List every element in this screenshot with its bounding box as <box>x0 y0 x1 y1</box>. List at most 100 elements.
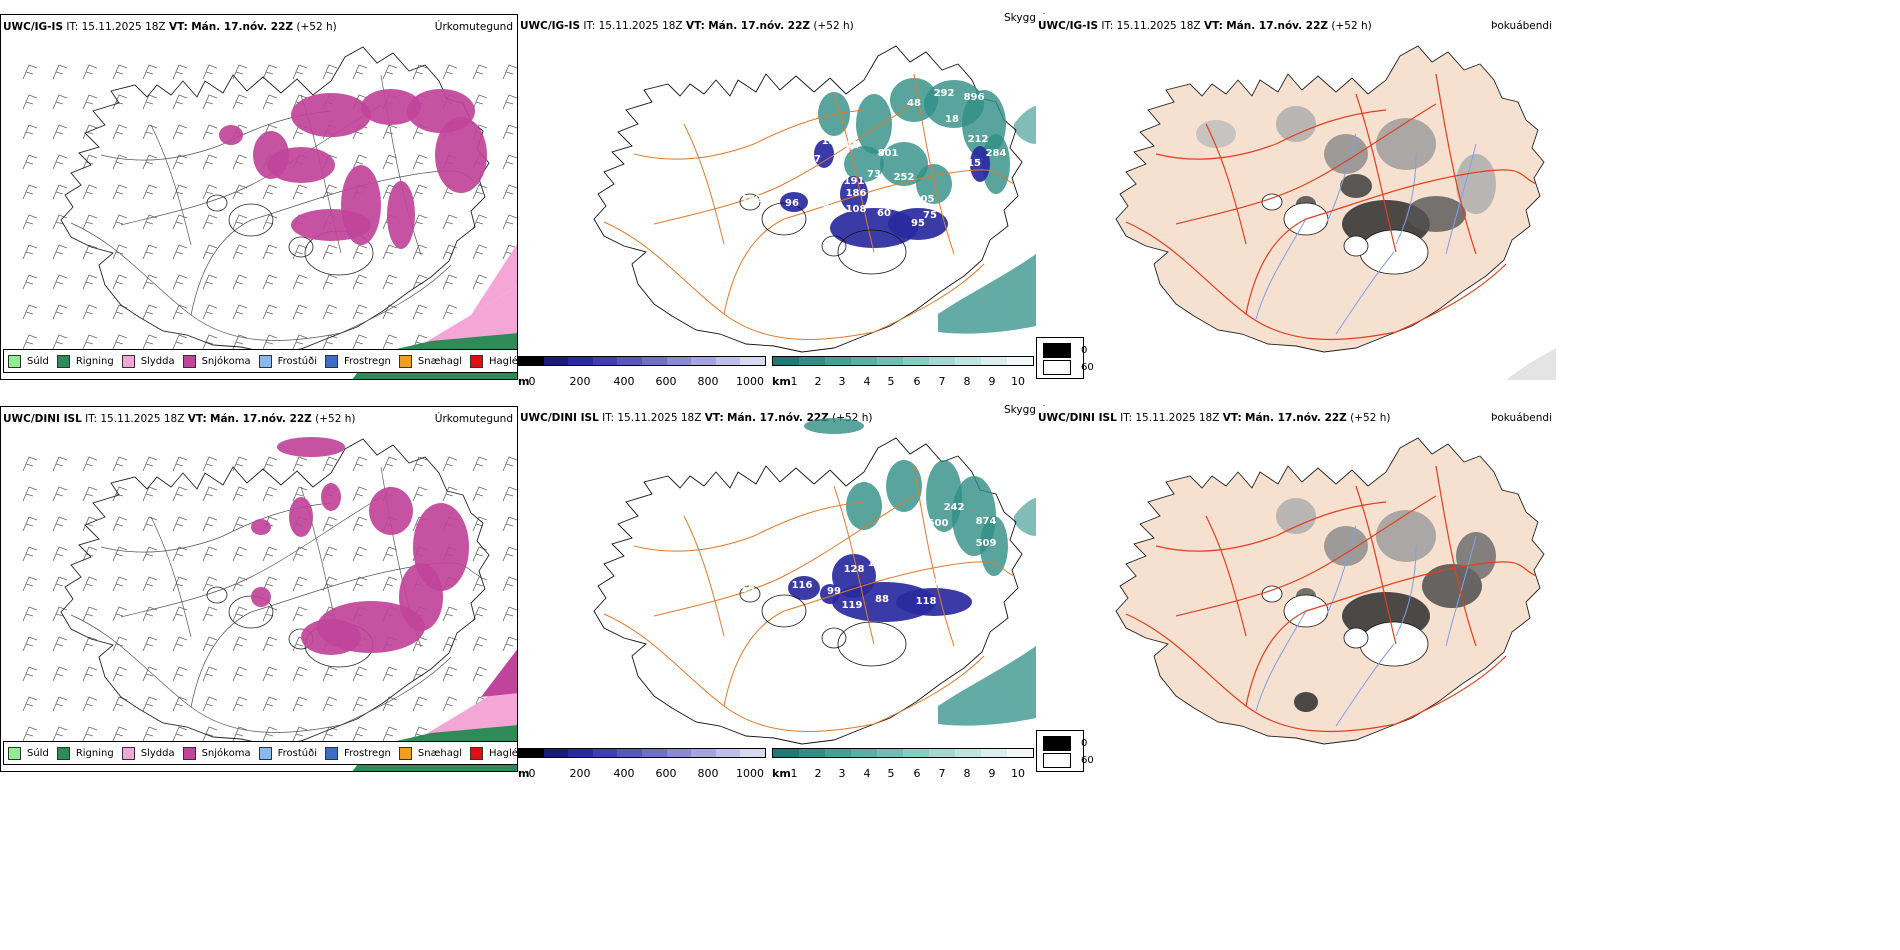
panel-title: UWC/DINI ISL IT: 15.11.2025 18Z VT: Mán.… <box>3 413 356 425</box>
cloud-base-area <box>788 576 820 600</box>
road <box>633 535 755 552</box>
road <box>250 562 482 613</box>
height-tick: 1000 <box>736 767 764 780</box>
wind-barb <box>232 154 248 170</box>
visibility-value-label: 18 <box>945 114 959 125</box>
legend-item: Frostúði <box>258 746 317 760</box>
fog-index-area <box>1324 134 1368 174</box>
precip-legend: Súld Rigning Slydda Snjókoma Frostúði Frostre… <box>3 349 517 373</box>
wind-barb <box>82 184 98 200</box>
wind-barb <box>232 456 248 472</box>
wind-barb <box>472 64 488 80</box>
river <box>1255 218 1307 320</box>
wind-barb <box>352 666 368 682</box>
visibility-value-label: 17 <box>795 518 809 529</box>
wind-barb <box>142 154 158 170</box>
visibility-value-label: 252 <box>894 172 915 183</box>
wind-barb <box>202 244 218 260</box>
low-visibility-sea <box>1014 106 1036 144</box>
cloud-base-area <box>814 140 834 168</box>
road <box>603 613 875 732</box>
fog-legend-row: 60 <box>1043 360 1094 375</box>
wind-barb <box>22 184 38 200</box>
wind-barb <box>262 456 278 472</box>
panel-label: Úrkomutegund <box>434 413 513 425</box>
wind-barb <box>442 304 458 320</box>
road <box>683 123 725 245</box>
vis-tick: 7 <box>938 767 946 780</box>
panel-label: Þokuábendi <box>1491 412 1552 424</box>
wind-barb <box>322 696 338 712</box>
wind-barb <box>292 334 308 350</box>
wind-barb <box>82 334 98 350</box>
wind-barb <box>232 726 248 742</box>
glacier-outline <box>206 194 228 212</box>
wind-barb <box>502 184 517 200</box>
visibility-panel-row1: UWC/IG-IS IT: 15.11.2025 18Z VT: Mán. 17… <box>518 14 1036 380</box>
glacier-outline <box>1343 235 1369 257</box>
wind-barb <box>352 486 368 502</box>
wind-barb <box>142 124 158 140</box>
wind-barb <box>412 666 428 682</box>
wind-barb <box>352 244 368 260</box>
wind-barb <box>472 94 488 110</box>
visibility-value-label: 191 <box>844 176 865 187</box>
wind-barb <box>262 636 278 652</box>
low-visibility-area <box>818 92 850 136</box>
coastline <box>60 438 490 746</box>
wind-barb <box>322 274 338 290</box>
fog-index-area <box>1406 196 1466 232</box>
visibility-value-label: 48 <box>907 98 921 109</box>
visibility-colorbar: km 1 2 3 4 5 6 7 8 9 10 <box>772 748 1034 782</box>
wind-barb <box>352 304 368 320</box>
visibility-value-label: 105 <box>914 194 935 205</box>
low-visibility-area <box>880 142 928 186</box>
wind-barb <box>232 304 248 320</box>
visibility-value-label: 186 <box>846 188 867 199</box>
snow-area <box>291 209 371 241</box>
iceland <box>60 46 490 354</box>
vis-tick: 2 <box>814 767 822 780</box>
wind-barb <box>442 606 458 622</box>
legend-swatch <box>470 354 484 368</box>
road <box>913 73 955 255</box>
wind-barb <box>382 274 398 290</box>
wind-barb <box>82 606 98 622</box>
road <box>1305 561 1537 612</box>
road <box>1305 169 1537 220</box>
river <box>1335 643 1395 727</box>
wind-barb <box>262 184 278 200</box>
legend-label: Súld <box>27 355 49 367</box>
fog-index-area <box>1376 118 1436 170</box>
fog-legend-row: 60 <box>1043 753 1094 768</box>
wind-barb <box>52 94 68 110</box>
wind-barb <box>52 696 68 712</box>
wind-barb <box>22 154 38 170</box>
wind-barb <box>412 154 428 170</box>
wind-barb <box>382 546 398 562</box>
visibility-value-label: 67 <box>807 154 821 165</box>
wind-barb <box>472 456 488 472</box>
panel-label: Úrkomutegund <box>434 21 513 33</box>
height-tick: 400 <box>613 767 635 780</box>
legend-swatch <box>325 354 338 368</box>
snow-area <box>301 619 361 655</box>
wind-barb <box>232 184 248 200</box>
precip-map <box>22 46 517 379</box>
wind-barb <box>442 666 458 682</box>
fog-legend-value: 60 <box>1081 362 1094 373</box>
low-visibility-area <box>982 134 1010 194</box>
road <box>190 219 252 316</box>
wind-barb <box>22 576 38 592</box>
wind-barb <box>412 696 428 712</box>
wind-barb <box>172 516 188 532</box>
wind-barb <box>22 244 38 260</box>
fog-map <box>1115 45 1556 380</box>
vis-tick: 10 <box>1011 767 1025 780</box>
wind-barb <box>82 666 98 682</box>
snow-area <box>251 519 271 535</box>
visibility-value-label: 284 <box>986 148 1007 159</box>
panel-label: Þokuábendi <box>1491 20 1552 32</box>
glacier-outline <box>837 621 907 667</box>
